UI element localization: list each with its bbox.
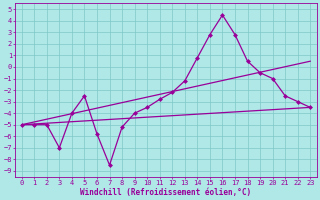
X-axis label: Windchill (Refroidissement éolien,°C): Windchill (Refroidissement éolien,°C)	[80, 188, 252, 197]
